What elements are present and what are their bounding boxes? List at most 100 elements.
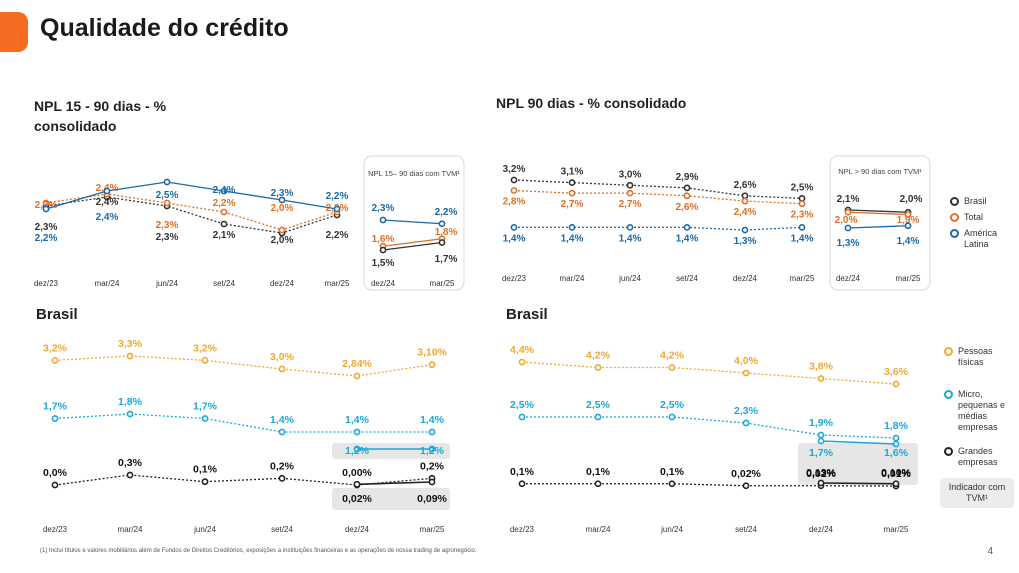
legend-swatch-america-latina bbox=[950, 229, 959, 238]
data-label-brasil-npl15-grandes-empresas-5: 0,2% bbox=[420, 460, 445, 472]
inset-point-npl90-total-0 bbox=[844, 208, 852, 216]
data-point-npl90-am-rica-latina-2 bbox=[626, 223, 634, 231]
data-label-npl90-am-rica-latina-4: 1,3% bbox=[734, 236, 757, 247]
x-tick-label-brasil-npl15-jun-24: jun/24 bbox=[193, 525, 216, 534]
tvm-point-brasil-npl15-micro-pequenas-e-m-dias-empresas-com-tvm-0 bbox=[353, 445, 361, 453]
page-title: Qualidade do crédito bbox=[40, 14, 289, 42]
data-label-brasil-npl15-micro-pequenas-e-m-dias-empresas-3: 1,4% bbox=[270, 414, 295, 426]
x-tick-label-brasil-npl90-dez-23: dez/23 bbox=[510, 525, 535, 534]
inset-line-npl15-am-rica-latina bbox=[382, 219, 443, 225]
data-label-npl90-brasil-4: 2,6% bbox=[734, 180, 757, 191]
data-point-npl15-brasil-3 bbox=[220, 220, 228, 228]
chart-panel-npl90: dez/23 mar/24 jun/24 set/24 dez/24 mar/25 3,2%… bbox=[502, 155, 931, 291]
x-tick-label-brasil-npl15-mar-25: mar/25 bbox=[420, 525, 445, 534]
legend-item-mpme: Micro, pequenas e médias empresas bbox=[944, 389, 1014, 433]
inset-label-npl90-total-1: 1,9% bbox=[897, 215, 920, 226]
tvm-label-brasil-npl90-micro-pequenas-e-m-dias-empresas-com-tvm-1: 1,6% bbox=[884, 447, 909, 459]
x-tick-label-npl15-dez-23: dez/23 bbox=[34, 279, 59, 288]
tvm-line-brasil-npl15-grandes-empresas-com-tvm bbox=[356, 481, 433, 486]
legend-item-brasil: Brasil bbox=[950, 196, 1019, 207]
legend-swatch-pessoas-fisicas bbox=[944, 347, 953, 356]
chart-title-npl15: NPL 15 - 90 dias - % consolidado bbox=[34, 98, 167, 134]
data-point-npl90-brasil-1 bbox=[568, 179, 576, 187]
x-tick-label-brasil-npl90-mar-24: mar/24 bbox=[586, 525, 611, 534]
data-point-brasil-npl15-grandes-empresas-0 bbox=[51, 481, 59, 489]
data-point-brasil-npl15-pessoas-f-sicas-5 bbox=[428, 361, 436, 369]
data-label-brasil-npl15-pessoas-f-sicas-2: 3,2% bbox=[193, 342, 218, 354]
inset-point-npl15-brasil-1 bbox=[438, 239, 446, 246]
data-point-brasil-npl90-micro-pequenas-e-m-dias-empresas-2 bbox=[668, 413, 676, 421]
footnote: (1) Inclui títulos e valores mobiliários… bbox=[40, 548, 477, 554]
data-point-brasil-npl90-micro-pequenas-e-m-dias-empresas-4 bbox=[817, 431, 825, 439]
data-point-npl15-total-3 bbox=[220, 208, 228, 216]
data-point-brasil-npl15-micro-pequenas-e-m-dias-empresas-2 bbox=[201, 415, 209, 422]
data-label-npl90-total-3: 2,6% bbox=[676, 202, 699, 213]
tvm-label-brasil-npl90-grandes-empresas-com-tvm-0: 0,13% bbox=[806, 467, 836, 479]
data-label-npl90-am-rica-latina-3: 1,4% bbox=[676, 233, 699, 244]
inset-label-npl90-total-0: 2,0% bbox=[835, 215, 858, 226]
data-label-npl90-brasil-3: 2,9% bbox=[676, 172, 699, 183]
data-point-npl90-brasil-5 bbox=[798, 195, 806, 202]
data-label-brasil-npl90-grandes-empresas-2: 0,1% bbox=[660, 466, 685, 478]
data-point-npl90-brasil-0 bbox=[510, 176, 518, 184]
data-label-brasil-npl90-pessoas-f-sicas-0: 4,4% bbox=[510, 344, 535, 356]
inset-box-npl90 bbox=[829, 155, 931, 291]
data-label-npl15-am-rica-latina-1: 2,4% bbox=[96, 212, 119, 223]
legend-item-grandes-empresas: Grandes empresas bbox=[944, 446, 1014, 468]
data-point-npl90-am-rica-latina-5 bbox=[798, 223, 806, 231]
data-label-npl15-am-rica-latina-5: 2,2% bbox=[326, 191, 349, 202]
x-tick-label-brasil-npl90-set-24: set/24 bbox=[735, 525, 757, 534]
series-line-npl90-total bbox=[513, 189, 803, 205]
inset-label-npl15-total-1: 1,8% bbox=[435, 227, 458, 238]
tvm-label-brasil-npl15-micro-pequenas-e-m-dias-empresas-com-tvm-0: 1,2% bbox=[345, 445, 370, 457]
data-label-brasil-npl15-grandes-empresas-2: 0,1% bbox=[193, 464, 218, 476]
x-tick-label-brasil-npl90-dez-24: dez/24 bbox=[809, 525, 834, 534]
data-point-brasil-npl90-pessoas-f-sicas-1 bbox=[594, 364, 602, 371]
x-tick-label-npl15-mar-24: mar/24 bbox=[95, 279, 120, 288]
inset-point-npl15-brasil-0 bbox=[379, 246, 387, 254]
data-point-brasil-npl15-micro-pequenas-e-m-dias-empresas-3 bbox=[278, 428, 286, 436]
data-label-npl15-am-rica-latina-3: 2,4% bbox=[213, 185, 236, 196]
x-tick-label-brasil-npl90-jun-24: jun/24 bbox=[660, 525, 683, 534]
inset-point-npl90-am-rica-latina-1 bbox=[904, 222, 912, 230]
data-point-brasil-npl15-micro-pequenas-e-m-dias-empresas-5 bbox=[428, 428, 436, 436]
data-point-brasil-npl15-pessoas-f-sicas-2 bbox=[201, 356, 209, 364]
tvm-line-brasil-npl90-micro-pequenas-e-m-dias-empresas-com-tvm bbox=[820, 440, 897, 445]
series-line-brasil-npl15-micro-pequenas-e-m-dias-empresas bbox=[54, 413, 432, 433]
inset-box-npl15 bbox=[363, 155, 465, 291]
data-point-npl15-am-rica-latina-1 bbox=[103, 187, 111, 195]
tvm-label-brasil-npl15-grandes-empresas-com-tvm-1: 0,09% bbox=[417, 493, 447, 505]
data-label-brasil-npl15-pessoas-f-sicas-1: 3,3% bbox=[118, 338, 143, 350]
x-tick-label-brasil-npl15-dez-23: dez/23 bbox=[43, 525, 68, 534]
tvm-label-brasil-npl90-micro-pequenas-e-m-dias-empresas-com-tvm-0: 1,7% bbox=[809, 447, 834, 459]
data-label-npl90-brasil-2: 3,0% bbox=[619, 169, 642, 180]
data-point-npl90-total-0 bbox=[510, 187, 518, 194]
tvm-point-brasil-npl90-micro-pequenas-e-m-dias-empresas-com-tvm-0 bbox=[817, 437, 825, 445]
data-label-npl15-total-3: 2,2% bbox=[213, 198, 236, 209]
data-point-npl90-am-rica-latina-1 bbox=[568, 223, 576, 231]
inset-label-npl90-brasil-1: 2,0% bbox=[900, 194, 923, 205]
chart-title-npl90: NPL 90 dias - % consolidado bbox=[496, 95, 687, 111]
data-point-brasil-npl90-grandes-empresas-0 bbox=[518, 480, 526, 488]
data-label-brasil-npl15-micro-pequenas-e-m-dias-empresas-5: 1,4% bbox=[420, 414, 445, 426]
data-label-brasil-npl15-micro-pequenas-e-m-dias-empresas-4: 1,4% bbox=[345, 414, 370, 426]
data-label-brasil-npl90-grandes-empresas-0: 0,1% bbox=[510, 466, 535, 478]
inset-x-tick-npl90-mar-25: mar/25 bbox=[896, 274, 921, 283]
x-tick-label-npl15-jun-24: jun/24 bbox=[155, 279, 178, 288]
chart-panel-brasil-npl15: dez/23 mar/24 jun/24 set/24 dez/24 mar/25 3,2%… bbox=[43, 338, 450, 534]
data-point-npl90-am-rica-latina-4 bbox=[741, 226, 749, 234]
tvm-point-brasil-npl15-micro-pequenas-e-m-dias-empresas-com-tvm-1 bbox=[428, 445, 436, 453]
data-label-brasil-npl15-pessoas-f-sicas-0: 3,2% bbox=[43, 342, 68, 354]
tvm-line-brasil-npl90-grandes-empresas-com-tvm bbox=[820, 482, 897, 485]
inset-x-tick-npl90-dez-24: dez/24 bbox=[836, 274, 861, 283]
tvm-indicator-legend: Indicador com TVM¹ bbox=[940, 478, 1014, 508]
data-label-brasil-npl15-grandes-empresas-4: 0,00% bbox=[342, 467, 372, 479]
data-point-npl15-total-0 bbox=[42, 199, 50, 207]
data-label-brasil-npl90-grandes-empresas-4: 0,02% bbox=[806, 468, 836, 480]
inset-line-npl15-brasil bbox=[382, 241, 443, 251]
data-label-brasil-npl90-grandes-empresas-3: 0,02% bbox=[731, 468, 761, 480]
data-label-npl90-brasil-1: 3,1% bbox=[561, 167, 584, 178]
data-label-brasil-npl15-micro-pequenas-e-m-dias-empresas-1: 1,8% bbox=[118, 396, 143, 408]
inset-label-npl15-total-0: 1,6% bbox=[372, 234, 395, 245]
